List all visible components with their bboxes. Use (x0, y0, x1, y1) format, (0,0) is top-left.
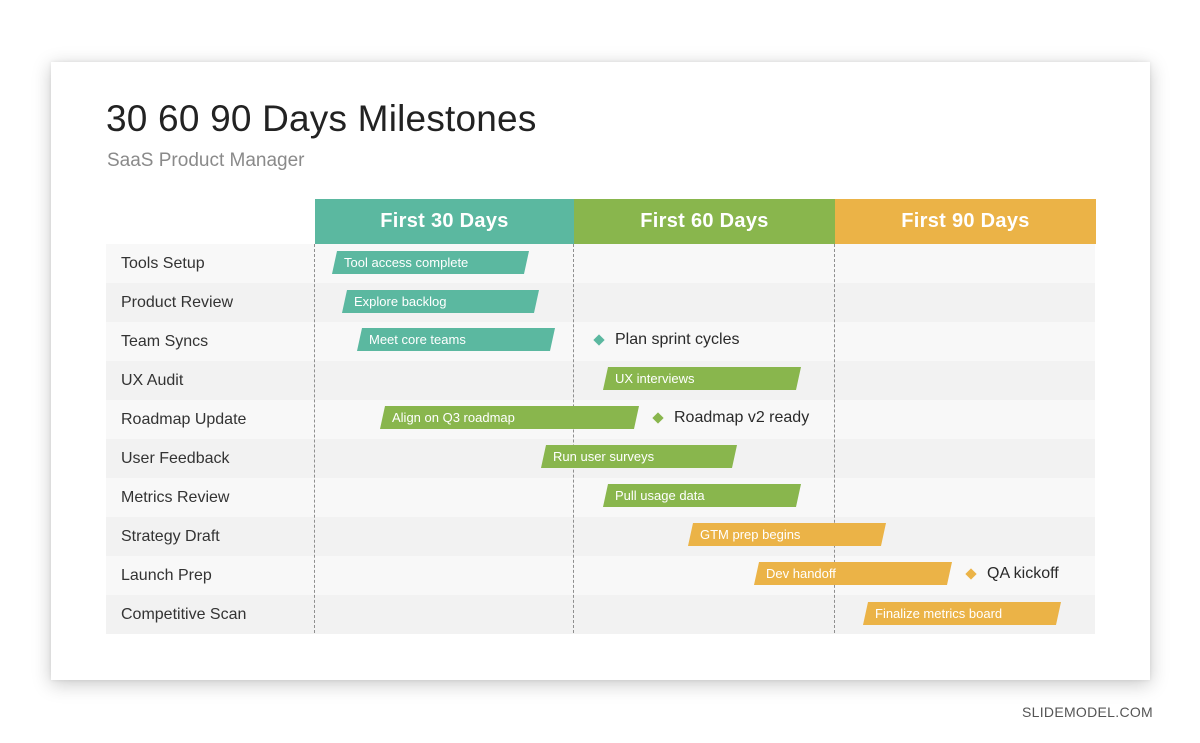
milestone-roadmap-v2: Roadmap v2 ready (652, 408, 809, 428)
row-label: Metrics Review (121, 489, 230, 506)
row-label: Roadmap Update (121, 411, 247, 428)
phase-divider (573, 244, 574, 633)
task-bar-align-q3-roadmap: Align on Q3 roadmap (380, 406, 639, 429)
task-bar-meet-core-teams: Meet core teams (357, 328, 555, 351)
task-bar-pull-usage-data: Pull usage data (603, 484, 801, 507)
row-product-review: Product Review (106, 283, 1095, 322)
phase-divider (834, 244, 835, 633)
row-tools-setup: Tools Setup (106, 244, 1095, 283)
milestone-label: Roadmap v2 ready (674, 409, 810, 426)
row-label: Strategy Draft (121, 528, 220, 545)
milestone-label: QA kickoff (987, 565, 1059, 582)
slide-title: 30 60 90 Days Milestones (106, 98, 537, 139)
row-metrics-review: Metrics Review (106, 478, 1095, 517)
row-label: User Feedback (121, 450, 230, 467)
row-label: Team Syncs (121, 333, 209, 350)
row-label: Launch Prep (121, 567, 212, 584)
milestone-qa-kickoff: QA kickoff (965, 564, 1059, 584)
task-bar-gtm-prep: GTM prep begins (688, 523, 886, 546)
row-user-feedback: User Feedback (106, 439, 1095, 478)
milestone-plan-sprint-cycles: Plan sprint cycles (593, 330, 740, 350)
diamond-icon (965, 568, 977, 580)
task-bar-ux-interviews: UX interviews (603, 367, 801, 390)
phase-header-90: First 90 Days (835, 199, 1096, 244)
task-bar-tool-access: Tool access complete (332, 251, 529, 274)
row-label: Competitive Scan (121, 606, 247, 623)
task-bar-run-user-surveys: Run user surveys (541, 445, 737, 468)
row-ux-audit: UX Audit (106, 361, 1095, 400)
slide: 30 60 90 Days Milestones SaaS Product Ma… (51, 62, 1150, 680)
diamond-icon (593, 334, 605, 346)
phase-header-30: First 30 Days (315, 199, 574, 244)
milestone-label: Plan sprint cycles (615, 331, 740, 348)
row-label: UX Audit (121, 372, 184, 389)
row-label: Tools Setup (121, 255, 205, 272)
footer-brand: SLIDEMODEL.COM (1022, 704, 1153, 720)
slide-subtitle: SaaS Product Manager (107, 150, 305, 171)
phase-divider (314, 244, 315, 633)
task-bar-finalize-metrics: Finalize metrics board (863, 602, 1061, 625)
phase-header-60: First 60 Days (574, 199, 835, 244)
task-bar-explore-backlog: Explore backlog (342, 290, 539, 313)
row-strategy-draft: Strategy Draft (106, 517, 1095, 556)
task-bar-dev-handoff: Dev handoff (754, 562, 952, 585)
diamond-icon (652, 412, 664, 424)
row-label: Product Review (121, 294, 234, 311)
